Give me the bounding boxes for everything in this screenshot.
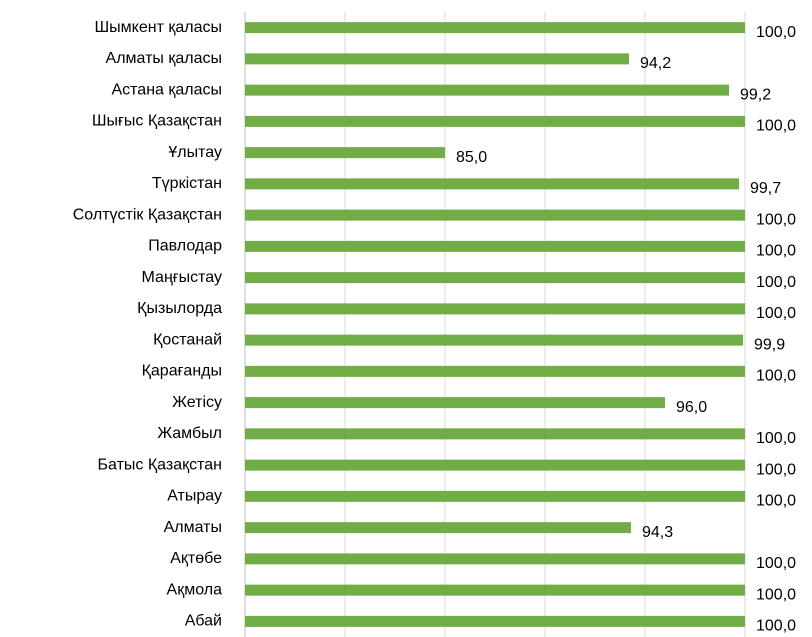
data-label: 100,0: [756, 618, 796, 635]
bar: [245, 615, 745, 627]
data-label: 99,2: [740, 86, 771, 103]
bar: [245, 22, 745, 34]
y-tick-label: Ақмола: [167, 581, 223, 598]
data-label: 100,0: [756, 430, 796, 447]
y-tick-label: Қарағанды: [142, 363, 222, 380]
bar: [245, 53, 629, 65]
bar: [245, 365, 745, 377]
bar: [245, 115, 745, 127]
data-label: 96,0: [676, 399, 707, 416]
bar: [245, 84, 729, 96]
bar: [245, 178, 739, 190]
data-label: 94,2: [640, 55, 671, 72]
y-tick-label: Жамбыл: [157, 425, 222, 442]
bar: [245, 459, 745, 471]
data-label: 100,0: [756, 274, 796, 291]
bar: [245, 303, 745, 315]
bar: [245, 272, 745, 284]
y-tick-label: Павлодар: [148, 238, 222, 255]
y-tick-label: Шымкент қаласы: [95, 19, 222, 36]
data-label: 100,0: [756, 368, 796, 385]
data-label: 100,0: [756, 586, 796, 603]
bar: [245, 397, 665, 409]
data-label: 100,0: [756, 305, 796, 322]
data-label: 100,0: [756, 461, 796, 478]
bar: [245, 240, 745, 252]
y-tick-label: Солтүстік Қазақстан: [73, 206, 222, 223]
bar: [245, 553, 745, 565]
bar: [245, 522, 631, 534]
data-label: 94,3: [642, 524, 673, 541]
bar: [245, 428, 745, 440]
y-tick-label: Жетісу: [172, 394, 222, 411]
bar: [245, 584, 745, 596]
y-tick-label: Қызылорда: [137, 300, 222, 317]
y-tick-label: Ақтөбе: [170, 550, 222, 567]
data-label: 99,7: [750, 180, 781, 197]
bar: [245, 209, 745, 221]
data-label: 100,0: [756, 24, 796, 41]
data-label: 85,0: [456, 149, 487, 166]
bar: [245, 147, 445, 159]
y-tick-label: Қостанай: [153, 331, 222, 348]
y-tick-label: Маңғыстау: [142, 269, 222, 286]
y-tick-label: Алматы: [164, 519, 222, 536]
y-tick-label: Батыс Қазақстан: [98, 456, 222, 473]
data-label: 100,0: [756, 555, 796, 572]
y-tick-label: Алматы қаласы: [106, 50, 222, 67]
data-label: 100,0: [756, 211, 796, 228]
y-tick-label: Шығыс Қазақстан: [92, 113, 222, 130]
y-tick-label: Түркістан: [152, 175, 222, 192]
y-tick-label: Астана қаласы: [111, 81, 222, 98]
bar: [245, 334, 743, 346]
bar: [245, 490, 745, 502]
data-label: 99,9: [754, 336, 785, 353]
y-tick-label: Ұлытау: [168, 144, 222, 161]
y-tick-label: Абай: [185, 613, 222, 630]
data-label: 100,0: [756, 493, 796, 510]
data-label: 100,0: [756, 243, 796, 260]
data-label: 100,0: [756, 118, 796, 135]
y-tick-label: Атырау: [167, 488, 222, 505]
